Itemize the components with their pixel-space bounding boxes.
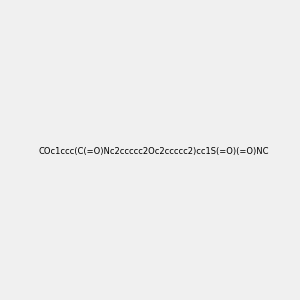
Text: COc1ccc(C(=O)Nc2ccccc2Oc2ccccc2)cc1S(=O)(=O)NC: COc1ccc(C(=O)Nc2ccccc2Oc2ccccc2)cc1S(=O)…	[38, 147, 269, 156]
